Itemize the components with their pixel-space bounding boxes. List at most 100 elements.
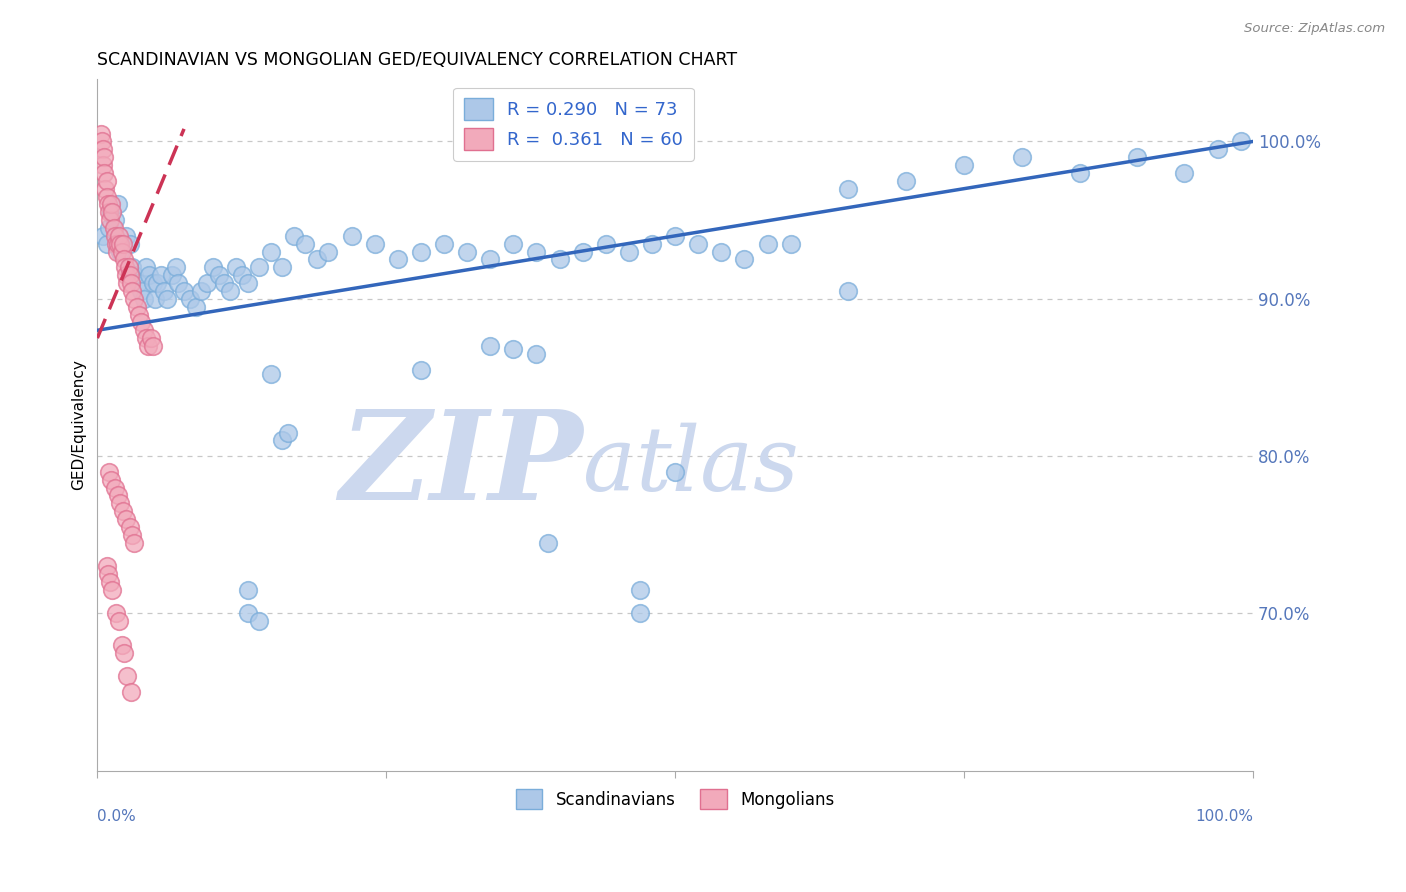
Point <box>433 236 456 251</box>
Point <box>837 284 859 298</box>
Point <box>98 574 121 589</box>
Point <box>104 607 127 621</box>
Point <box>617 244 640 259</box>
Point <box>110 236 132 251</box>
Point <box>142 339 165 353</box>
Point <box>340 228 363 243</box>
Point <box>1126 150 1149 164</box>
Point <box>143 292 166 306</box>
Point <box>124 535 146 549</box>
Point <box>1173 166 1195 180</box>
Point <box>502 342 524 356</box>
Point <box>953 158 976 172</box>
Point <box>110 244 132 259</box>
Point <box>896 174 918 188</box>
Point <box>305 252 328 267</box>
Point <box>104 213 127 227</box>
Point <box>107 236 129 251</box>
Point <box>225 260 247 275</box>
Point <box>135 331 157 345</box>
Point <box>97 221 120 235</box>
Point <box>120 276 142 290</box>
Point <box>117 276 139 290</box>
Point <box>456 244 478 259</box>
Point <box>128 308 150 322</box>
Point <box>108 614 131 628</box>
Point <box>214 276 236 290</box>
Text: Source: ZipAtlas.com: Source: ZipAtlas.com <box>1244 22 1385 36</box>
Point <box>127 276 149 290</box>
Point <box>107 488 129 502</box>
Point <box>537 535 560 549</box>
Point <box>162 268 184 283</box>
Point <box>129 315 152 329</box>
Point <box>110 496 132 510</box>
Point <box>142 276 165 290</box>
Text: 0.0%: 0.0% <box>97 809 136 824</box>
Point <box>96 174 118 188</box>
Point <box>115 512 138 526</box>
Point <box>231 268 253 283</box>
Point <box>91 135 114 149</box>
Text: ZIP: ZIP <box>339 406 582 527</box>
Point <box>173 284 195 298</box>
Point <box>294 236 316 251</box>
Point <box>115 228 138 243</box>
Point <box>190 284 212 298</box>
Point <box>97 205 120 219</box>
Point <box>733 252 755 267</box>
Point <box>129 284 152 298</box>
Point <box>101 205 124 219</box>
Point <box>710 244 733 259</box>
Point <box>118 236 141 251</box>
Point <box>118 520 141 534</box>
Point <box>837 182 859 196</box>
Point <box>641 236 664 251</box>
Point <box>219 284 242 298</box>
Text: atlas: atlas <box>582 423 799 509</box>
Point <box>236 607 259 621</box>
Point <box>363 236 385 251</box>
Point <box>93 150 115 164</box>
Point <box>107 197 129 211</box>
Point <box>136 339 159 353</box>
Point <box>121 284 143 298</box>
Point <box>526 347 548 361</box>
Point <box>479 339 502 353</box>
Point <box>502 236 524 251</box>
Text: SCANDINAVIAN VS MONGOLIAN GED/EQUIVALENCY CORRELATION CHART: SCANDINAVIAN VS MONGOLIAN GED/EQUIVALENC… <box>97 51 738 69</box>
Point <box>167 276 190 290</box>
Point <box>104 481 127 495</box>
Point <box>110 638 132 652</box>
Point <box>318 244 340 259</box>
Point <box>117 260 139 275</box>
Point <box>139 331 162 345</box>
Point <box>149 268 172 283</box>
Point <box>112 646 135 660</box>
Point <box>595 236 617 251</box>
Point <box>1206 142 1229 156</box>
Point <box>1011 150 1033 164</box>
Point <box>110 244 132 259</box>
Point <box>271 260 294 275</box>
Point <box>96 236 118 251</box>
Point <box>664 228 686 243</box>
Point <box>111 236 134 251</box>
Point <box>96 189 118 203</box>
Point <box>98 213 121 227</box>
Text: 100.0%: 100.0% <box>1195 809 1253 824</box>
Point <box>526 244 548 259</box>
Point <box>132 292 155 306</box>
Point <box>571 244 593 259</box>
Point <box>94 182 117 196</box>
Point <box>111 504 134 518</box>
Point <box>153 284 176 298</box>
Point <box>208 268 231 283</box>
Point <box>97 567 120 582</box>
Point <box>91 158 114 172</box>
Point <box>97 465 120 479</box>
Point <box>146 276 169 290</box>
Y-axis label: GED/Equivalency: GED/Equivalency <box>72 359 86 490</box>
Point <box>121 527 143 541</box>
Point <box>118 268 141 283</box>
